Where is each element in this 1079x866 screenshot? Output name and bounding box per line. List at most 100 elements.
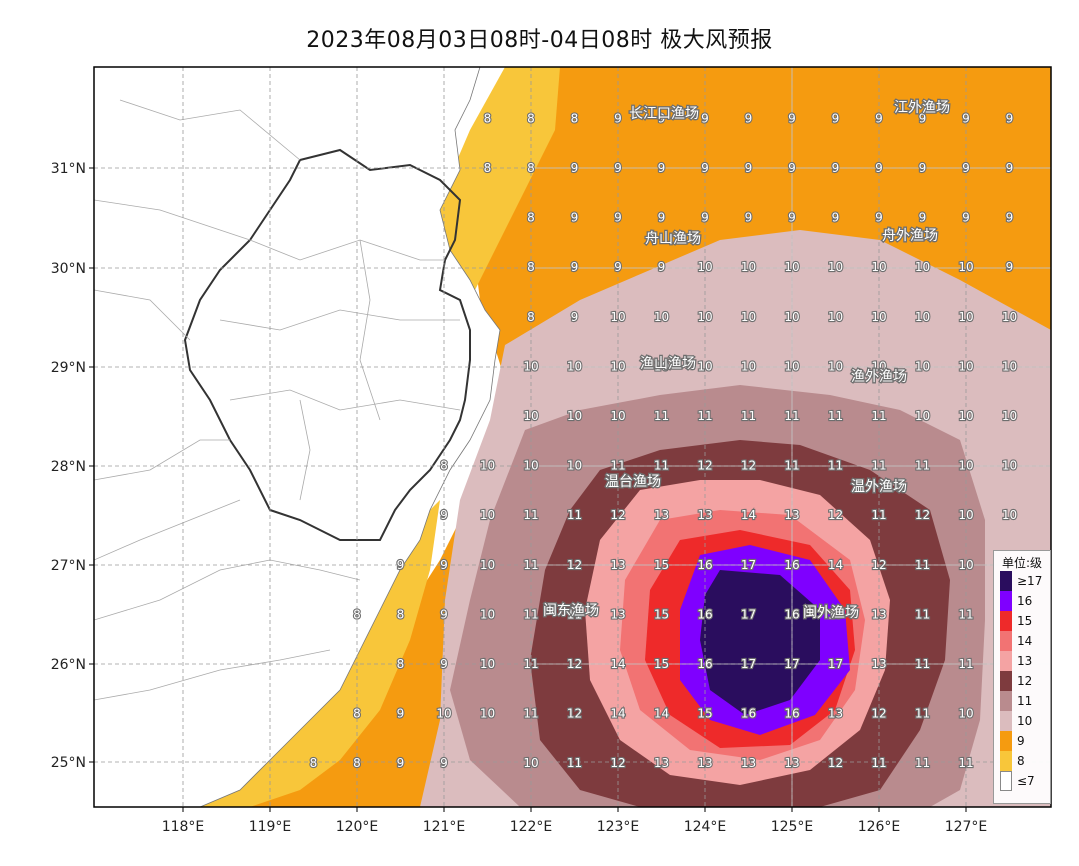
lat-label: 25°N [51, 755, 86, 771]
wind-value: 9 [614, 260, 622, 274]
wind-value: 9 [832, 111, 840, 125]
zone-label-yushan: 渔山渔场 [640, 356, 696, 372]
wind-value: 10 [567, 459, 582, 473]
wind-value: 11 [871, 756, 886, 770]
wind-value: 9 [875, 111, 883, 125]
legend-label: 14 [1017, 634, 1033, 648]
wind-value: 9 [745, 161, 753, 175]
wind-value: 9 [571, 260, 579, 274]
wind-value: 11 [828, 409, 843, 423]
wind-value: 14 [654, 707, 669, 721]
wind-value: 11 [523, 508, 538, 522]
wind-value: 11 [654, 409, 669, 423]
wind-value: 11 [697, 409, 712, 423]
wind-value: 12 [567, 657, 582, 671]
wind-value-labels: 8 8 8 8 8 8 10 10 10 11 11 11 11 11 10 8 9 9 9 9 10 10 10 11 12 1… [309, 110, 1019, 771]
wind-value: 9 [397, 707, 405, 721]
wind-value: 10 [480, 657, 495, 671]
lon-label: 126°E [858, 819, 901, 835]
longitude-labels: 118°E 119°E 120°E 121°E 122°E 123°E 124°… [162, 819, 988, 835]
wind-value: 10 [523, 409, 538, 423]
wind-value: 11 [523, 707, 538, 721]
wind-value: 10 [784, 260, 799, 274]
wind-value: 11 [915, 657, 930, 671]
lon-label: 123°E [597, 819, 640, 835]
wind-value: 10 [1002, 508, 1017, 522]
legend-swatch [1000, 771, 1012, 791]
map-plot-area: 8 8 8 8 8 8 10 10 10 11 11 11 11 11 10 8 9 9 9 9 10 10 10 11 12 1… [94, 67, 1051, 807]
legend-item: 12 [1000, 671, 1050, 691]
axis-ticks [89, 167, 967, 812]
wind-value: 10 [871, 260, 886, 274]
wind-value: 14 [828, 558, 843, 572]
zone-label-wentai: 温台渔场 [605, 474, 661, 490]
wind-value: 10 [958, 310, 973, 324]
wind-value: 10 [741, 359, 756, 373]
wind-value: 10 [915, 409, 930, 423]
wind-value: 9 [788, 161, 796, 175]
wind-value: 10 [436, 707, 451, 721]
wind-value: 9 [1006, 260, 1014, 274]
wind-value: 10 [654, 310, 669, 324]
wind-value: 9 [832, 211, 840, 225]
wind-value: 10 [567, 409, 582, 423]
legend-item: 13 [1000, 651, 1050, 671]
wind-value: 11 [915, 459, 930, 473]
wind-value: 9 [875, 161, 883, 175]
wind-value: 15 [697, 707, 712, 721]
wind-value: 11 [523, 607, 538, 621]
legend-item: 8 [1000, 751, 1050, 771]
wind-value: 16 [784, 558, 799, 572]
wind-value: 16 [697, 657, 712, 671]
wind-value: 10 [523, 756, 538, 770]
wind-value: 12 [567, 707, 582, 721]
wind-value: 15 [654, 657, 669, 671]
wind-value: 11 [610, 459, 625, 473]
legend-label: 15 [1017, 614, 1033, 628]
wind-value: 9 [919, 211, 927, 225]
province-boundary [183, 148, 471, 541]
wind-value: 9 [919, 161, 927, 175]
wind-value: 9 [1006, 211, 1014, 225]
wind-value: 13 [697, 508, 712, 522]
wind-value: 14 [610, 657, 625, 671]
wind-value: 10 [697, 310, 712, 324]
wind-value: 8 [527, 310, 535, 324]
wind-value: 10 [697, 359, 712, 373]
wind-value: 10 [828, 260, 843, 274]
wind-value: 10 [915, 359, 930, 373]
wind-value: 10 [958, 558, 973, 572]
legend-label: 8 [1017, 754, 1025, 768]
wind-value: 16 [741, 707, 756, 721]
legend-swatch [1000, 711, 1012, 731]
wind-value: 9 [745, 211, 753, 225]
wind-value: 10 [915, 260, 930, 274]
wind-value: 11 [523, 558, 538, 572]
wind-value: 13 [697, 756, 712, 770]
wind-value: 12 [610, 508, 625, 522]
wind-value: 11 [915, 558, 930, 572]
wind-value: 8 [571, 111, 579, 125]
wind-value: 11 [741, 409, 756, 423]
wind-value: 10 [697, 260, 712, 274]
wind-value: 9 [614, 211, 622, 225]
wind-value: 17 [741, 558, 756, 572]
wind-value: 8 [353, 607, 361, 621]
wind-value: 8 [527, 260, 535, 274]
wind-value: 10 [828, 359, 843, 373]
wind-value: 16 [697, 607, 712, 621]
wind-value: 11 [958, 607, 973, 621]
wind-value: 9 [658, 111, 666, 125]
wind-value: 9 [658, 260, 666, 274]
wind-value: 12 [871, 558, 886, 572]
legend-swatch [1000, 751, 1012, 771]
wind-value: 9 [1006, 111, 1014, 125]
wind-value: 10 [958, 459, 973, 473]
lon-label: 121°E [423, 819, 466, 835]
zone-label-zhouwai: 舟外渔场 [882, 228, 938, 244]
wind-value: 10 [871, 359, 886, 373]
wind-value: 17 [741, 607, 756, 621]
legend-label: 13 [1017, 654, 1033, 668]
wind-value: 9 [919, 111, 927, 125]
wind-value: 12 [828, 508, 843, 522]
